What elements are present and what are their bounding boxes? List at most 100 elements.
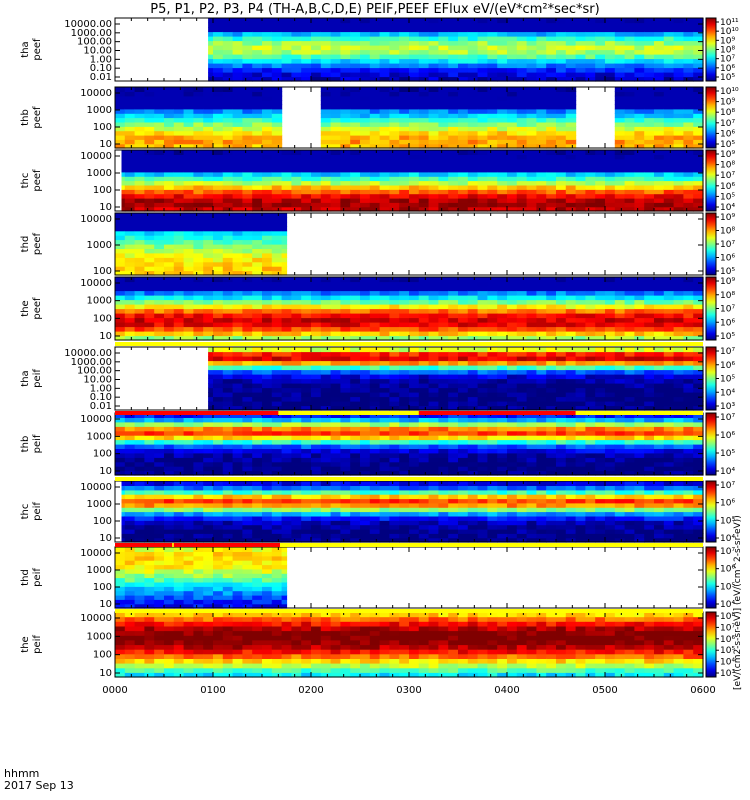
spectrogram-cell [654,308,665,314]
spectrogram-cell [409,18,420,24]
spectrogram-cell [634,67,645,73]
spectrogram-cell [467,100,479,106]
spectrogram-cell [497,18,508,24]
spectrogram-cell [477,76,488,82]
spectrogram-cell [340,167,351,173]
spectrogram-cell [565,100,577,106]
spectrogram-cell [693,387,704,393]
spectrogram-cell [644,154,655,160]
spectrogram-cell [614,374,626,380]
spectrogram-cell [399,108,410,114]
spectrogram-cell [330,40,341,46]
spectrogram-cell [301,313,312,319]
spectrogram-cell [477,27,488,33]
spectrogram-cell [242,466,253,472]
spectrogram-cell [115,261,126,267]
y-tick-label: 1000 [87,240,112,251]
spectrogram-cell [208,18,214,24]
spectrogram-cell [262,126,273,132]
spectrogram-cell [663,67,675,73]
spectrogram-cell [124,304,136,310]
spectrogram-cell [556,286,567,292]
spectrogram-cell [673,401,684,407]
spectrogram-cell [360,180,371,186]
spectrogram-cell [340,91,351,97]
spectrogram-cell [252,313,263,319]
spectrogram-cell [585,163,596,169]
spectrogram-cell [115,322,126,328]
spectrogram-cell [409,308,420,314]
spectrogram-cell [154,100,165,106]
spectrogram-cell [193,261,204,267]
spectrogram-cell [487,163,498,169]
spectrogram-cell [144,184,155,190]
spectrogram-cell [536,104,547,110]
spectrogram-cell [330,286,341,292]
spectrogram-cell [320,197,332,203]
spectrogram-cell [438,143,449,149]
spectrogram-cell [350,163,361,169]
spectrogram-cell [242,387,253,393]
spectrogram-cell [673,104,684,110]
spectrogram-cell [575,31,586,37]
spectrogram-cell [271,360,283,366]
spectrogram-cell [193,95,204,101]
spectrogram-cell [467,193,479,199]
spectrogram-cell [536,351,547,357]
spectrogram-cell [663,180,675,186]
spectrogram-cell [203,91,214,97]
spectrogram-cell [330,180,341,186]
spectrogram-cell [320,374,332,380]
spectrogram-cell [458,45,469,51]
spectrogram-cell [614,31,626,37]
spectrogram-cell [203,413,214,418]
spectrogram-cell [585,347,596,353]
spectrogram-cell [222,299,234,305]
spectrogram-cell [536,130,547,136]
spectrogram-cell [183,189,194,195]
spectrogram-cell [271,435,283,441]
spectrogram-cell [350,392,361,398]
spectrogram-cell [291,448,302,454]
spectrogram-cell [115,248,126,254]
spectrogram-cell [203,150,214,155]
spectrogram-cell [595,360,606,366]
spectrogram-cell [467,313,479,319]
spectrogram-cell [673,95,684,101]
spectrogram-cell [115,91,126,97]
spectrogram-cell [634,304,645,310]
spectrogram-cell [507,91,518,97]
spectrogram-cell [115,326,126,332]
spectrogram-cell [242,117,253,123]
spectrogram-cell [173,100,185,106]
spectrogram-cell [154,444,165,449]
spectrogram-cell [183,239,194,245]
spectrogram-cell [614,197,626,203]
spectrogram-cell [467,63,479,69]
spectrogram-cell [448,58,459,64]
spectrogram-cell [252,457,263,463]
spectrogram-cell [487,36,498,42]
spectrogram-cell [585,369,596,375]
spectrogram-cell [369,347,381,353]
spectrogram-cell [252,108,263,114]
spectrogram-cell [144,331,155,337]
spectrogram-cell [605,36,616,42]
spectrogram-cell [320,143,332,149]
spectrogram-cell [330,202,341,208]
spectrogram-cell [183,193,194,199]
spectrogram-cell [183,299,194,305]
spectrogram-cell [497,322,508,328]
spectrogram-cell [203,331,214,337]
spectrogram-cell [164,322,175,328]
spectrogram-cell [154,461,165,467]
spectrogram-cell [301,189,312,195]
spectrogram-cell [232,444,243,449]
spectrogram-cell [654,143,665,149]
spectrogram-cell [222,58,234,64]
spectrogram-cell [232,286,243,292]
spectrogram-cell [369,40,381,46]
spectrogram-cell [409,100,420,106]
spectrogram-cell [144,439,155,445]
spectrogram-cell [546,281,557,287]
